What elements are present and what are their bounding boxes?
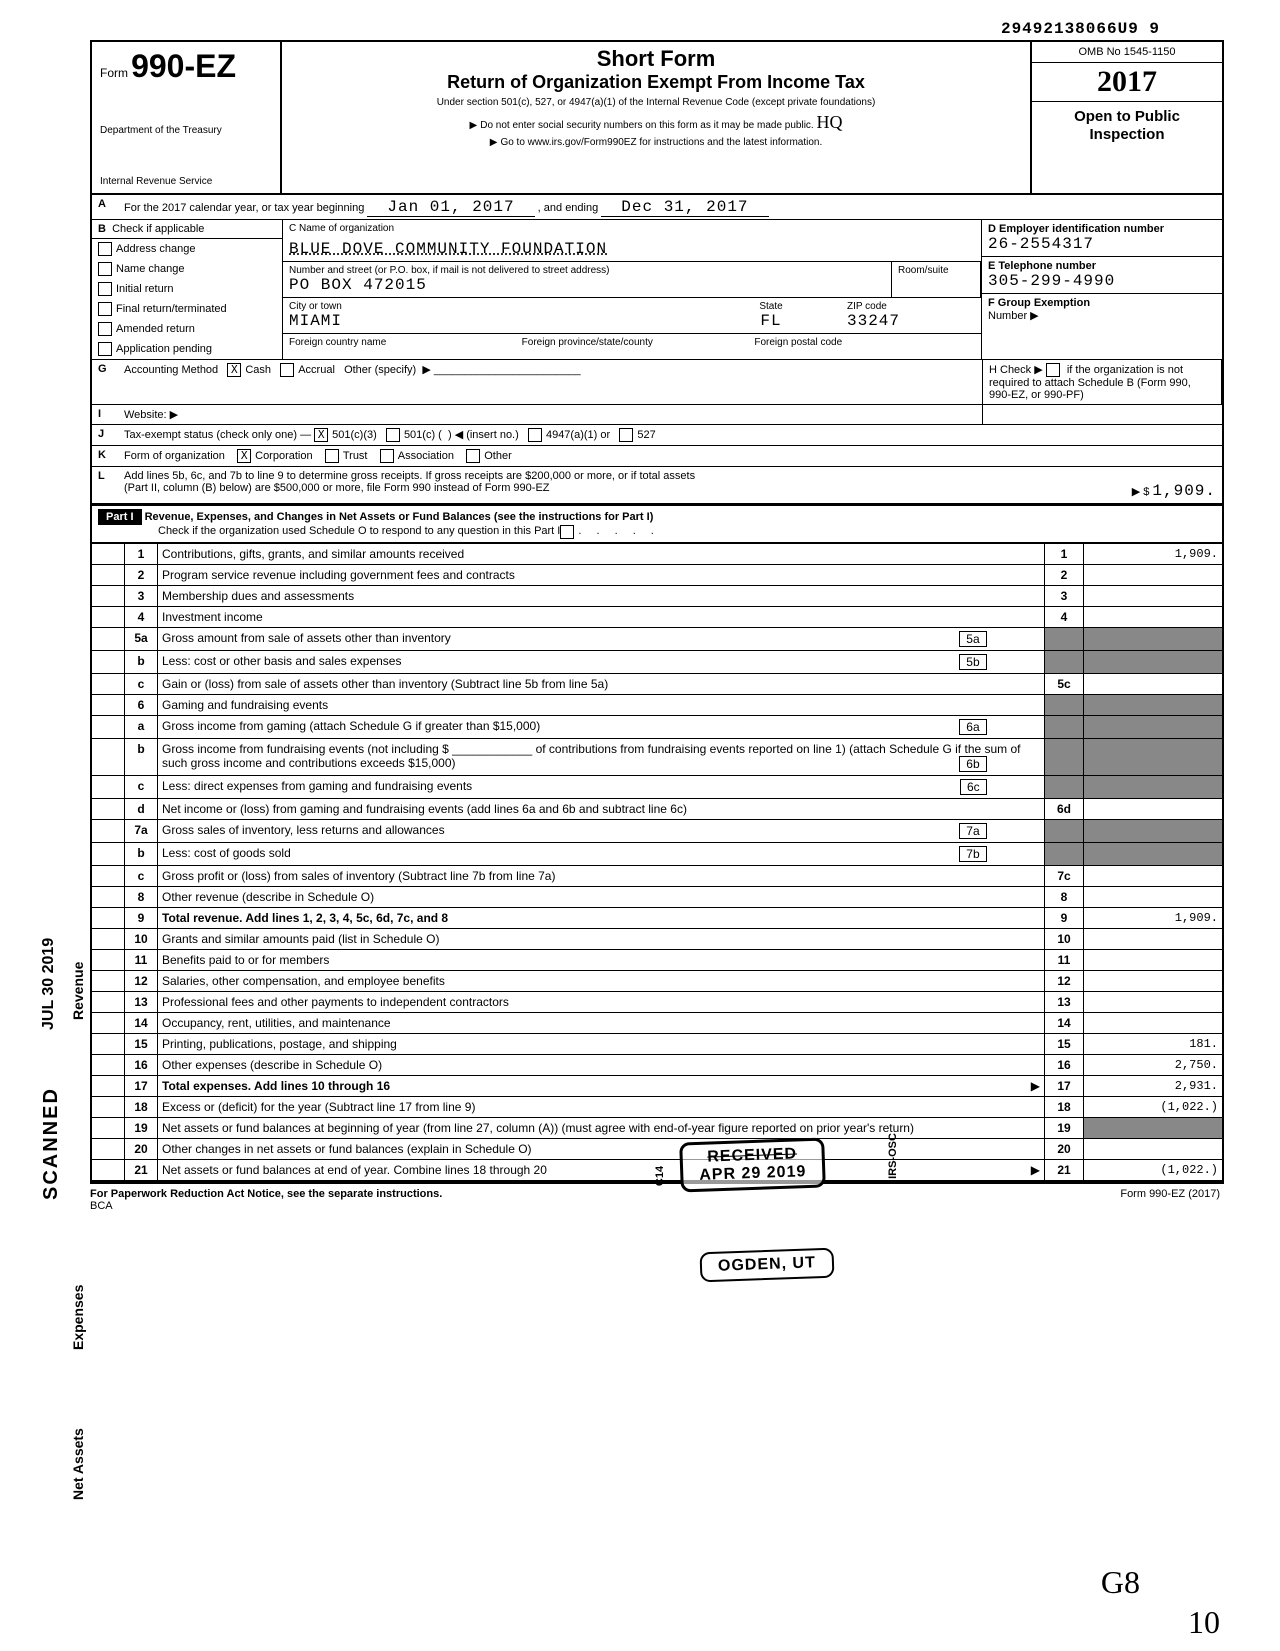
org-state: FL [760, 312, 781, 330]
form-sub2: Do not enter social security numbers on … [290, 112, 1022, 133]
line-6b: b Gross income from fundraising events (… [92, 739, 1222, 776]
org-city: MIAMI [289, 312, 342, 330]
line-13: 13Professional fees and other payments t… [92, 992, 1222, 1013]
tax-exempt-status: Tax-exempt status (check only one) — X50… [118, 425, 1222, 445]
line-15: 15Printing, publications, postage, and s… [92, 1034, 1222, 1055]
lines-table: 1Contributions, gifts, grants, and simil… [92, 543, 1222, 1182]
irs-osc-stamp: IRS-OSC [887, 1133, 899, 1179]
line-7b: b Less: cost of goods sold7b [92, 843, 1222, 866]
chk-amended-return[interactable] [98, 322, 112, 336]
scan-date: JUL 30 2019 [40, 938, 58, 1030]
line-18: 18Excess or (deficit) for the year (Subt… [92, 1097, 1222, 1118]
line-11: 11Benefits paid to or for members11 [92, 950, 1222, 971]
telephone: 305-299-4990 [988, 272, 1115, 290]
chk-schedule-o[interactable] [560, 525, 574, 539]
handwritten-g8: G8 [1101, 1564, 1140, 1601]
section-b: B Check if applicable Address change Nam… [92, 220, 283, 359]
line-5c: cGain or (loss) from sale of assets othe… [92, 674, 1222, 695]
section-revenue-label: Revenue [70, 962, 86, 1020]
chk-527[interactable] [619, 428, 633, 442]
chk-name-change[interactable] [98, 262, 112, 276]
chk-other[interactable] [466, 449, 480, 463]
line-6d: dNet income or (loss) from gaming and fu… [92, 799, 1222, 820]
form-title-1: Short Form [290, 46, 1022, 72]
line-20: 20Other changes in net assets or fund ba… [92, 1139, 1222, 1160]
form-page: 29492138066U9 9 SCANNED JUL 30 2019 Reve… [0, 0, 1280, 1651]
hq-initials: HQ [816, 112, 842, 132]
line-7c: cGross profit or (loss) from sales of in… [92, 866, 1222, 887]
scanned-stamp: SCANNED [40, 1087, 63, 1200]
received-stamp: RECEIVED APR 29 2019 [679, 1137, 826, 1192]
form-sub3: Go to www.irs.gov/Form990EZ for instruct… [290, 137, 1022, 148]
chk-address-change[interactable] [98, 242, 112, 256]
chk-trust[interactable] [325, 449, 339, 463]
line-5b: b Less: cost or other basis and sales ex… [92, 651, 1222, 674]
omb-number: OMB No 1545-1150 [1032, 42, 1222, 63]
chk-cash[interactable]: X [227, 363, 241, 377]
form-header: Form 990-EZ Department of the Treasury I… [92, 42, 1222, 195]
chk-assoc[interactable] [380, 449, 394, 463]
line-2: 2Program service revenue including gover… [92, 565, 1222, 586]
section-netassets-label: Net Assets [70, 1428, 86, 1500]
gross-receipts-total: 1,909. [1152, 482, 1216, 500]
line-6: 6Gaming and fundraising events [92, 695, 1222, 716]
form-number: Form 990-EZ [100, 48, 272, 85]
line-17: 17Total expenses. Add lines 10 through 1… [92, 1076, 1222, 1097]
line-6a: a Gross income from gaming (attach Sched… [92, 716, 1222, 739]
dept-irs: Internal Revenue Service [100, 176, 272, 187]
ein: 26-2554317 [988, 235, 1094, 253]
chk-501c3[interactable]: X [314, 428, 328, 442]
section-h: H Check ▶ if the organization is not req… [982, 360, 1222, 404]
form-container: Form 990-EZ Department of the Treasury I… [90, 40, 1224, 1184]
org-zip: 33247 [847, 312, 900, 330]
chk-501c[interactable] [386, 428, 400, 442]
line-7a: 7a Gross sales of inventory, less return… [92, 820, 1222, 843]
line-9: 9Total revenue. Add lines 1, 2, 3, 4, 5c… [92, 908, 1222, 929]
chk-final-return[interactable] [98, 302, 112, 316]
line-12: 12Salaries, other compensation, and empl… [92, 971, 1222, 992]
c14-stamp: C14 [654, 1166, 666, 1186]
line-4: 4Investment income4 [92, 607, 1222, 628]
page-footer: For Paperwork Reduction Act Notice, see … [90, 1188, 1220, 1212]
line-6c: c Less: direct expenses from gaming and … [92, 776, 1222, 799]
line-8: 8Other revenue (describe in Schedule O)8 [92, 887, 1222, 908]
document-locator-number: 29492138066U9 9 [1001, 20, 1160, 38]
chk-application-pending[interactable] [98, 342, 112, 356]
form-of-org: Form of organization XCorporation Trust … [118, 446, 1222, 466]
chk-h[interactable] [1046, 363, 1060, 377]
chk-corp[interactable]: X [237, 449, 251, 463]
handwritten-10: 10 [1188, 1604, 1220, 1641]
section-def: D Employer identification number26-25543… [982, 220, 1222, 359]
accounting-method: Accounting Method XCash Accrual Other (s… [118, 360, 982, 404]
line-10: 10Grants and similar amounts paid (list … [92, 929, 1222, 950]
line-3: 3Membership dues and assessments3 [92, 586, 1222, 607]
line-16: 16Other expenses (describe in Schedule O… [92, 1055, 1222, 1076]
part1-header: Part I Revenue, Expenses, and Changes in… [92, 506, 674, 542]
section-expenses-label: Expenses [70, 1285, 86, 1350]
chk-accrual[interactable] [280, 363, 294, 377]
ogden-stamp: OGDEN, UT [700, 1248, 835, 1283]
form-sub1: Under section 501(c), 527, or 4947(a)(1)… [290, 97, 1022, 108]
line-a-text: For the 2017 calendar year, or tax year … [118, 195, 775, 219]
org-street: PO BOX 472015 [289, 276, 427, 294]
dept-treasury: Department of the Treasury [100, 125, 272, 136]
line-19: 19Net assets or fund balances at beginni… [92, 1118, 1222, 1139]
org-name: BLUE DOVE COMMUNITY FOUNDATION [283, 237, 981, 262]
section-c: C Name of organization BLUE DOVE COMMUNI… [283, 220, 982, 359]
tax-year: 2017 [1032, 63, 1222, 102]
chk-4947[interactable] [528, 428, 542, 442]
line-14: 14Occupancy, rent, utilities, and mainte… [92, 1013, 1222, 1034]
form-title-2: Return of Organization Exempt From Incom… [290, 72, 1022, 93]
line-l: Add lines 5b, 6c, and 7b to line 9 to de… [118, 467, 1222, 503]
website-field: Website: ▶ [118, 405, 982, 424]
line-1: 1Contributions, gifts, grants, and simil… [92, 544, 1222, 565]
chk-initial-return[interactable] [98, 282, 112, 296]
open-to-public: Open to PublicInspection [1032, 102, 1222, 150]
line-5a: 5a Gross amount from sale of assets othe… [92, 628, 1222, 651]
